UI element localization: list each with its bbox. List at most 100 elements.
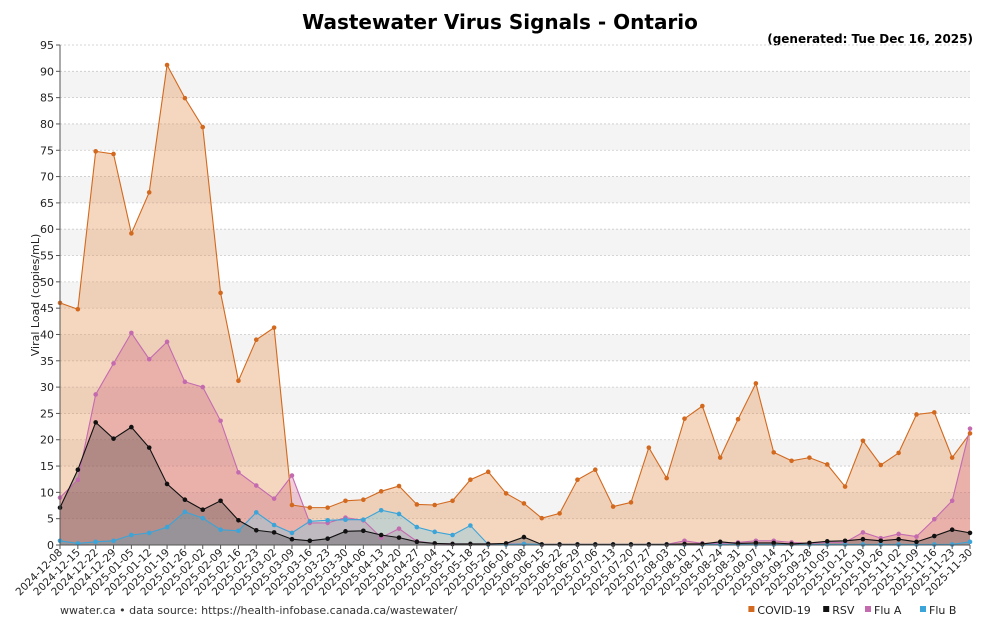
point-flu-a	[75, 477, 81, 483]
point-covid-19	[271, 325, 277, 330]
point-rsv	[396, 535, 402, 540]
point-flu-b	[878, 542, 884, 547]
area-flu-a	[60, 332, 970, 545]
background-band	[60, 229, 970, 256]
point-flu-b	[468, 523, 473, 528]
generated-date: (generated: Tue Dec 16, 2025)	[767, 32, 973, 46]
point-rsv	[771, 540, 777, 546]
y-tick-label: 90	[40, 65, 54, 78]
point-covid-19	[717, 455, 723, 460]
point-flu-b	[361, 517, 366, 523]
point-covid-19	[146, 190, 152, 195]
point-covid-19	[93, 149, 98, 154]
point-covid-19	[378, 489, 384, 494]
point-flu-b	[146, 530, 152, 536]
y-tick-label: 50	[40, 276, 54, 289]
line-covid-19	[59, 63, 971, 519]
x-tick-labels: 2024-12-082024-12-152024-12-222024-12-29…	[13, 545, 975, 598]
point-rsv	[378, 532, 384, 538]
footer-source: wwater.ca • data source: https://health-…	[60, 604, 458, 617]
y-tick-label: 0	[47, 539, 54, 552]
y-tick-label: 70	[40, 171, 54, 184]
point-covid-19	[932, 410, 937, 415]
point-covid-19	[682, 416, 687, 421]
point-rsv	[521, 534, 527, 540]
background-band	[60, 123, 970, 151]
point-flu-a	[111, 361, 116, 366]
point-rsv	[967, 530, 973, 536]
point-flu-b	[824, 542, 830, 547]
point-covid-19	[396, 483, 402, 489]
point-covid-19	[771, 450, 777, 455]
point-flu-a	[289, 473, 295, 478]
point-covid-19	[361, 497, 366, 503]
point-rsv	[129, 424, 134, 430]
point-rsv	[646, 542, 652, 547]
point-rsv	[325, 536, 330, 541]
background-band	[60, 176, 970, 203]
background-band	[60, 439, 970, 467]
point-flu-a	[200, 384, 206, 390]
point-flu-a	[682, 538, 687, 544]
point-rsv	[860, 536, 866, 542]
point-rsv	[75, 467, 81, 473]
point-rsv	[575, 542, 580, 547]
point-flu-a	[182, 379, 188, 385]
point-flu-a	[949, 498, 955, 504]
point-rsv	[932, 533, 937, 539]
point-flu-b	[236, 528, 241, 534]
point-covid-19	[200, 124, 206, 130]
point-covid-19	[111, 151, 116, 157]
point-covid-19	[575, 477, 580, 483]
y-tick-label: 85	[40, 92, 54, 105]
point-covid-19	[343, 498, 348, 504]
point-flu-a	[218, 418, 223, 424]
point-flu-a	[164, 339, 170, 345]
point-flu-a	[271, 496, 277, 501]
point-covid-19	[753, 381, 759, 386]
point-covid-19	[414, 502, 420, 507]
point-flu-b	[860, 542, 866, 547]
point-rsv	[200, 507, 206, 513]
point-rsv	[111, 436, 116, 441]
point-flu-b	[414, 524, 420, 530]
legend-label: Flu A	[874, 604, 902, 617]
point-flu-a	[93, 392, 98, 397]
y-tick-label: 60	[40, 223, 54, 236]
y-tick-label: 35	[40, 355, 54, 368]
point-flu-a	[967, 426, 973, 431]
point-flu-b	[164, 524, 170, 530]
point-flu-a	[396, 526, 402, 531]
point-covid-19	[664, 475, 669, 481]
series-lines	[59, 63, 971, 546]
point-flu-b	[932, 542, 937, 547]
point-rsv	[914, 539, 919, 545]
point-flu-b	[949, 542, 955, 547]
point-covid-19	[610, 504, 616, 509]
point-rsv	[878, 538, 884, 544]
point-flu-b	[218, 527, 223, 533]
legend-item-flu-a: Flu A	[865, 604, 902, 617]
legend-label: COVID-19	[757, 604, 810, 617]
point-covid-19	[289, 502, 295, 508]
point-covid-19	[307, 505, 313, 510]
background-band	[60, 71, 970, 98]
point-flu-b	[967, 539, 973, 545]
point-flu-b	[307, 519, 313, 524]
background-bands	[60, 71, 970, 519]
point-rsv	[182, 497, 188, 503]
y-tick-label: 15	[40, 460, 54, 473]
point-rsv	[753, 540, 759, 546]
point-flu-b	[325, 517, 330, 523]
y-tick-label: 80	[40, 118, 54, 131]
point-covid-19	[557, 511, 562, 516]
y-tick-label: 25	[40, 407, 54, 420]
point-covid-19	[218, 290, 223, 296]
point-flu-a	[932, 516, 937, 522]
point-rsv	[717, 539, 723, 545]
point-rsv	[361, 528, 366, 534]
legend-swatch	[823, 606, 830, 612]
point-rsv	[307, 538, 313, 544]
point-rsv	[824, 539, 830, 544]
point-flu-b	[93, 539, 98, 545]
